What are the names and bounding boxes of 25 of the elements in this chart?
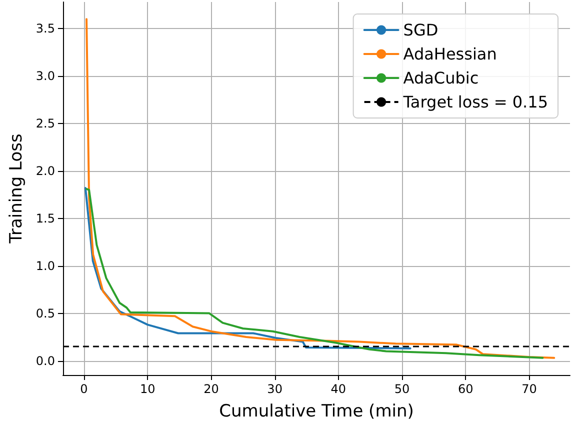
y-tick-label: 2.5 <box>36 116 55 130</box>
y-tick-label: 1.5 <box>36 211 55 226</box>
y-tick-label: 3.5 <box>36 22 55 36</box>
legend-label: SGD <box>403 20 438 40</box>
line-series <box>84 187 412 350</box>
x-tick-label: 0 <box>80 382 88 396</box>
y-tick-label: 1.0 <box>36 258 55 273</box>
x-tick-label: 70 <box>522 382 537 396</box>
legend-label: AdaHessian <box>403 44 497 64</box>
x-tick-label: 50 <box>394 382 410 396</box>
y-tick-label: 2.0 <box>36 164 55 178</box>
y-tick-label: 0.0 <box>36 354 55 368</box>
x-tick-label: 10 <box>140 382 156 396</box>
x-axis-title: Cumulative Time (min) <box>219 402 414 422</box>
line-series <box>86 18 556 359</box>
y-tick-label: 0.5 <box>36 306 55 320</box>
x-tick-label: 30 <box>267 382 282 396</box>
y-axis-title: Training Loss <box>6 133 26 244</box>
legend-label: Target loss = 0.15 <box>402 92 548 112</box>
legend-label: AdaCubic <box>403 68 479 88</box>
x-tick-label: 60 <box>458 382 474 396</box>
y-tick-label: 3.0 <box>36 69 55 84</box>
x-tick-label: 20 <box>204 382 219 396</box>
x-tick-label: 40 <box>330 382 346 396</box>
line-series <box>86 188 544 359</box>
